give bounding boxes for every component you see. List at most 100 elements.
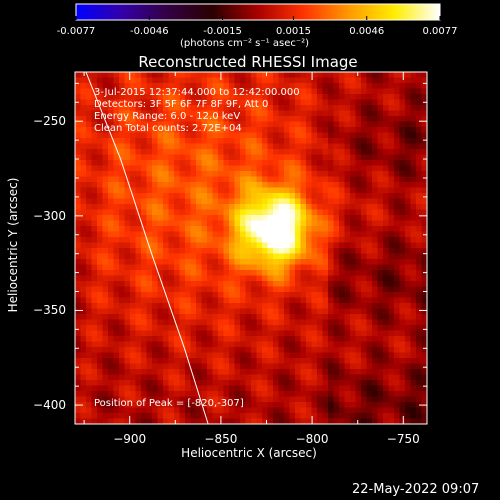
heatmap-cell [157, 391, 164, 397]
heatmap-cell [141, 292, 147, 298]
heatmap-cell [262, 193, 268, 199]
heatmap-cell [377, 138, 384, 144]
heatmap-cell [196, 292, 202, 298]
heatmap-cell [383, 105, 389, 111]
heatmap-cell [240, 297, 246, 304]
heatmap-cell [278, 204, 285, 210]
heatmap-cell [410, 352, 417, 359]
heatmap-cell [113, 369, 120, 375]
heatmap-cell [130, 242, 136, 249]
heatmap-cell [300, 347, 307, 353]
heatmap-cell [361, 110, 367, 117]
heatmap-cell [163, 121, 169, 128]
heatmap-cell [196, 418, 202, 425]
heatmap-cell [152, 402, 158, 408]
heatmap-cell [141, 204, 147, 210]
heatmap-cell [218, 171, 224, 177]
heatmap-cell [339, 187, 345, 194]
y-tick-label: −350 [33, 303, 66, 318]
heatmap-cell [91, 110, 98, 117]
heatmap-cell [262, 154, 268, 161]
heatmap-cell [355, 407, 362, 414]
heatmap-cell [289, 138, 296, 144]
heatmap-cell [234, 380, 241, 386]
heatmap-cell [146, 220, 153, 227]
heatmap-cell [163, 418, 169, 425]
heatmap-cell [108, 187, 114, 194]
heatmap-cell [355, 127, 362, 133]
heatmap-cell [366, 336, 373, 342]
heatmap-cell [394, 143, 400, 150]
heatmap-cell [278, 396, 285, 403]
heatmap-cell [185, 402, 191, 408]
heatmap-cell [317, 116, 323, 122]
heatmap-cell [240, 237, 246, 243]
heatmap-cell [108, 391, 114, 397]
heatmap-cell [75, 193, 81, 199]
heatmap-cell [223, 259, 230, 265]
heatmap-cell [119, 127, 125, 133]
heatmap-cell [113, 248, 120, 254]
heatmap-cell [245, 308, 252, 315]
heatmap-cell [328, 226, 334, 232]
heatmap-cell [157, 116, 164, 122]
heatmap-cell [322, 83, 329, 89]
heatmap-cell [245, 385, 252, 392]
heatmap-cell [80, 352, 87, 359]
heatmap-cell [366, 72, 373, 78]
heatmap-cell [262, 165, 268, 172]
heatmap-cell [306, 143, 312, 150]
heatmap-cell [317, 182, 323, 188]
heatmap-cell [75, 176, 81, 183]
heatmap-cell [113, 374, 120, 381]
heatmap-cell [229, 94, 235, 100]
heatmap-cell [372, 143, 378, 150]
heatmap-cell [377, 204, 384, 210]
heatmap-cell [190, 396, 197, 403]
heatmap-cell [355, 165, 362, 172]
heatmap-cell [146, 270, 153, 276]
heatmap-cell [399, 138, 406, 144]
heatmap-cell [190, 132, 197, 139]
heatmap-cell [185, 292, 191, 298]
heatmap-cell [317, 303, 323, 309]
heatmap-cell [416, 303, 422, 309]
heatmap-cell [152, 138, 158, 144]
heatmap-cell [366, 303, 373, 309]
heatmap-cell [421, 176, 428, 183]
heatmap-cell [366, 418, 373, 425]
heatmap-cell [399, 231, 406, 238]
heatmap-cell [361, 242, 367, 249]
heatmap-cell [157, 363, 164, 370]
heatmap-cell [262, 380, 268, 386]
heatmap-cell [135, 154, 142, 161]
heatmap-cell [168, 132, 175, 139]
heatmap-cell [405, 369, 411, 375]
heatmap-cell [388, 209, 395, 216]
heatmap-cell [130, 391, 136, 397]
heatmap-cell [399, 253, 406, 260]
heatmap-cell [91, 396, 98, 403]
heatmap-cell [350, 336, 356, 342]
heatmap-cell [201, 248, 208, 254]
heatmap-cell [372, 297, 378, 304]
heatmap-cell [207, 259, 213, 265]
heatmap-cell [306, 187, 312, 194]
heatmap-cell [322, 396, 329, 403]
heatmap-cell [416, 369, 422, 375]
heatmap-cell [377, 253, 384, 260]
heatmap-cell [152, 319, 158, 326]
heatmap-cell [383, 385, 389, 392]
heatmap-cell [124, 149, 131, 155]
heatmap-cell [240, 391, 246, 397]
heatmap-cell [405, 325, 411, 331]
heatmap-cell [377, 143, 384, 150]
heatmap-cell [284, 341, 290, 348]
heatmap-cell [212, 193, 219, 199]
heatmap-cell [97, 418, 103, 425]
heatmap-cell [355, 358, 362, 364]
heatmap-cell [75, 374, 81, 381]
heatmap-cell [174, 154, 180, 161]
heatmap-cell [234, 347, 241, 353]
heatmap-cell [157, 143, 164, 150]
